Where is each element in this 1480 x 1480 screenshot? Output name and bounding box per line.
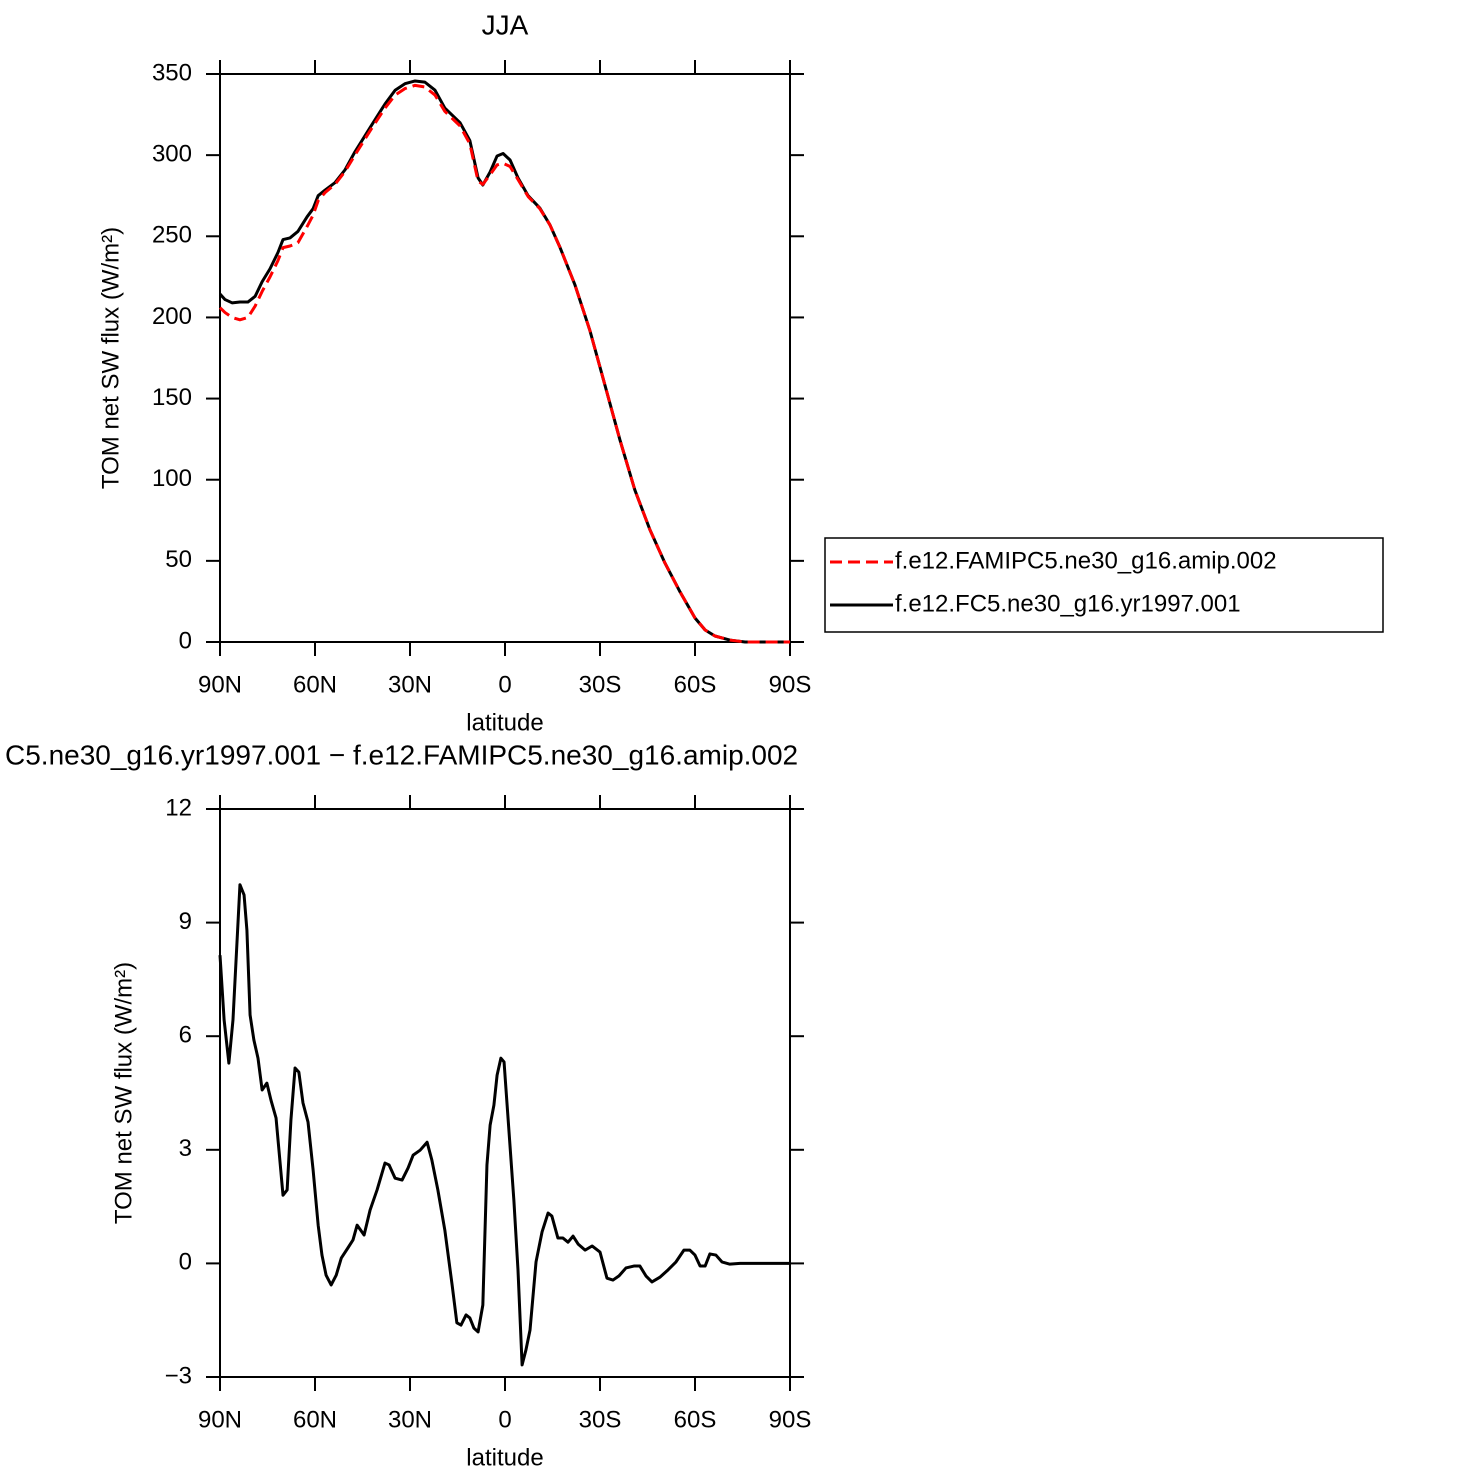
chart-title: C5.ne30_g16.yr1997.001 − f.e12.FAMIPC5.n… (5, 739, 798, 770)
y-tick-label: 50 (165, 546, 192, 573)
x-axis-label: latitude (466, 1444, 543, 1471)
x-tick-label: 60N (293, 1406, 337, 1433)
y-tick-label: 0 (179, 1249, 192, 1276)
x-tick-label: 30N (388, 1406, 432, 1433)
x-tick-label: 30S (579, 1406, 622, 1433)
y-tick-label: 250 (152, 222, 192, 249)
legend-box (824, 537, 1384, 633)
y-tick-label: 100 (152, 465, 192, 492)
legend-label: f.e12.FAMIPC5.ne30_g16.amip.002 (895, 547, 1277, 574)
x-tick-label: 60N (293, 671, 337, 698)
x-tick-label: 90N (198, 1406, 242, 1433)
x-tick-label: 30S (579, 671, 622, 698)
data-line (218, 883, 790, 1367)
plot-frame (219, 808, 791, 1378)
y-tick-label: 0 (179, 627, 192, 654)
x-axis-label: latitude (466, 709, 543, 736)
y-tick-label: 12 (165, 794, 192, 821)
x-tick-label: 60S (674, 1406, 717, 1433)
x-tick-label: 0 (498, 671, 511, 698)
y-tick-label: 200 (152, 303, 192, 330)
x-tick-label: 60S (674, 671, 717, 698)
y-tick-label: 150 (152, 384, 192, 411)
x-tick-label: 90N (198, 671, 242, 698)
y-axis-label: TOM net SW flux (W/m²) (110, 962, 137, 1224)
chart-title: JJA (482, 9, 529, 40)
y-axis-label: TOM net SW flux (W/m²) (97, 227, 124, 489)
y-tick-label: −3 (165, 1362, 192, 1389)
data-line (218, 83, 790, 644)
x-tick-label: 90S (769, 1406, 812, 1433)
y-tick-label: 9 (179, 908, 192, 935)
y-tick-label: 350 (152, 59, 192, 86)
x-tick-label: 90S (769, 671, 812, 698)
y-tick-label: 6 (179, 1022, 192, 1049)
y-tick-label: 300 (152, 140, 192, 167)
x-tick-label: 0 (498, 1406, 511, 1433)
y-tick-label: 3 (179, 1135, 192, 1162)
x-tick-label: 30N (388, 671, 432, 698)
legend-label: f.e12.FC5.ne30_g16.yr1997.001 (895, 590, 1241, 617)
plot-frame (219, 73, 791, 643)
